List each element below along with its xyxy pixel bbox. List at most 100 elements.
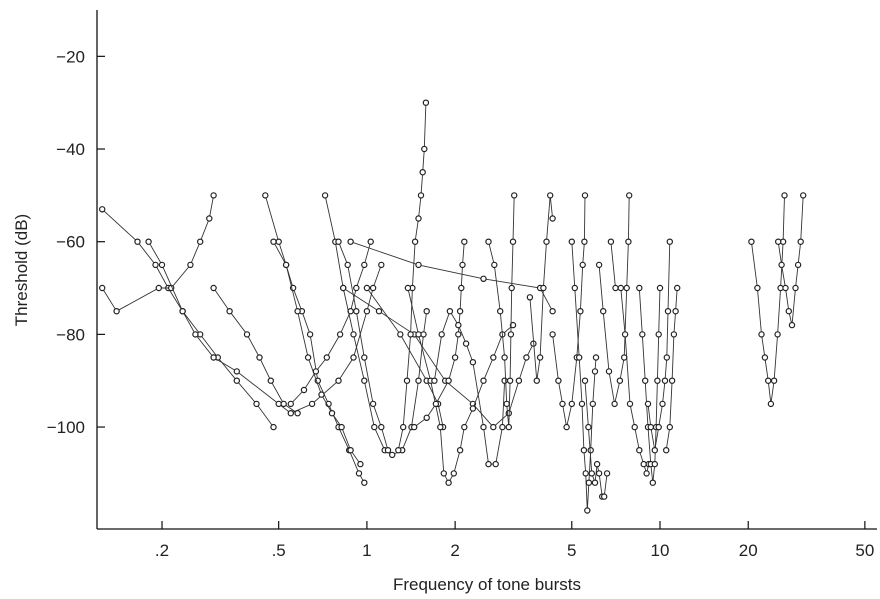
data-point [578,400,586,408]
data-point [616,377,624,384]
data-point [367,238,374,245]
series-4 [210,284,301,417]
data-point [338,423,345,431]
data-point [485,238,492,245]
data-point [785,308,793,315]
series-2 [98,192,217,315]
data-point [233,368,240,375]
data-point [505,423,512,431]
data-point [294,308,301,315]
data-point [270,238,277,245]
data-point [781,192,788,199]
series-22 [595,192,633,408]
series-6 [270,238,364,468]
data-point [601,493,608,500]
data-point [340,284,347,292]
data-point [267,377,274,384]
series-3 [145,238,385,417]
data-point [210,354,217,361]
data-point [361,479,368,486]
data-point [794,261,802,269]
data-point [543,238,550,245]
data-point [651,460,659,468]
data-point [300,386,308,394]
series-line [264,195,365,483]
series-line [665,287,678,451]
data-point [666,423,674,431]
data-point [611,400,618,408]
data-point [571,284,579,292]
x-tick-label: .2 [155,541,169,560]
data-point [226,308,233,315]
data-point [497,308,504,315]
data-point [411,238,419,245]
data-point [423,308,430,315]
data-point [446,308,454,315]
data-point [626,400,634,408]
data-point [98,284,106,292]
data-point [549,215,556,222]
series-line [407,287,514,484]
data-point [580,447,588,454]
data-point [423,414,430,421]
x-tick-label: 1 [362,541,371,560]
series-14 [404,284,517,486]
data-point [384,447,392,454]
data-point [501,377,508,384]
data-point [576,354,583,361]
data-point [582,470,589,477]
data-point [312,368,320,375]
data-point [450,470,457,477]
data-point [579,261,586,269]
data-point [445,377,452,384]
data-point [778,261,785,269]
x-axis-ticks: .2 .5 1 2 5 10 20 50 [155,521,874,560]
plot-area: −20 −40 −60 −80 −100 .2 .5 1 2 5 10 20 50 [47,10,877,560]
data-point [584,507,591,514]
data-point [270,423,277,431]
data-point [595,470,603,477]
data-point [577,308,584,315]
data-point [323,354,330,361]
data-point [411,423,418,431]
data-point [480,423,487,431]
data-point [797,238,804,245]
data-point [243,331,251,338]
x-tick-label: 10 [651,541,670,560]
series-7 [287,238,374,408]
data-point [318,391,325,398]
series-18 [526,192,556,384]
data-point [588,470,596,477]
data-point [355,470,363,477]
data-point [607,238,615,245]
series-line [273,241,361,465]
data-point [187,261,194,269]
data-series [98,99,807,514]
x-tick-label: 20 [739,541,758,560]
data-point [369,284,377,292]
data-point [540,284,547,292]
data-point [623,284,630,292]
data-point [563,423,570,431]
y-tick-label: −80 [56,325,85,344]
data-point [770,377,778,384]
data-point [347,238,354,245]
data-point [509,321,517,329]
series-25 [644,238,674,454]
y-tick-label: −20 [56,47,85,66]
data-point [421,145,428,153]
x-tick-label: .5 [272,541,286,560]
data-point [511,192,518,199]
data-point [549,331,556,338]
data-point [280,400,287,408]
data-point [589,400,597,408]
data-point [196,238,204,245]
data-point [506,377,514,384]
data-point [461,423,468,431]
data-point [800,192,807,199]
data-point [581,377,589,384]
data-point [438,331,445,338]
data-point [631,423,638,431]
data-point [480,377,487,384]
data-point [403,377,411,384]
